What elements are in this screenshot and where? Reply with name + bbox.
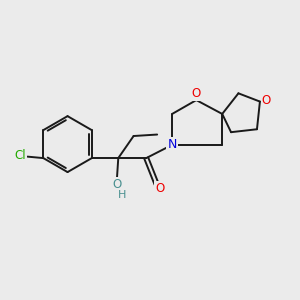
Text: Cl: Cl xyxy=(15,149,26,162)
Text: O: O xyxy=(155,182,164,195)
Text: O: O xyxy=(192,87,201,100)
Text: O: O xyxy=(262,94,271,106)
Text: N: N xyxy=(167,138,177,151)
Text: O: O xyxy=(112,178,122,190)
Text: H: H xyxy=(118,190,126,200)
